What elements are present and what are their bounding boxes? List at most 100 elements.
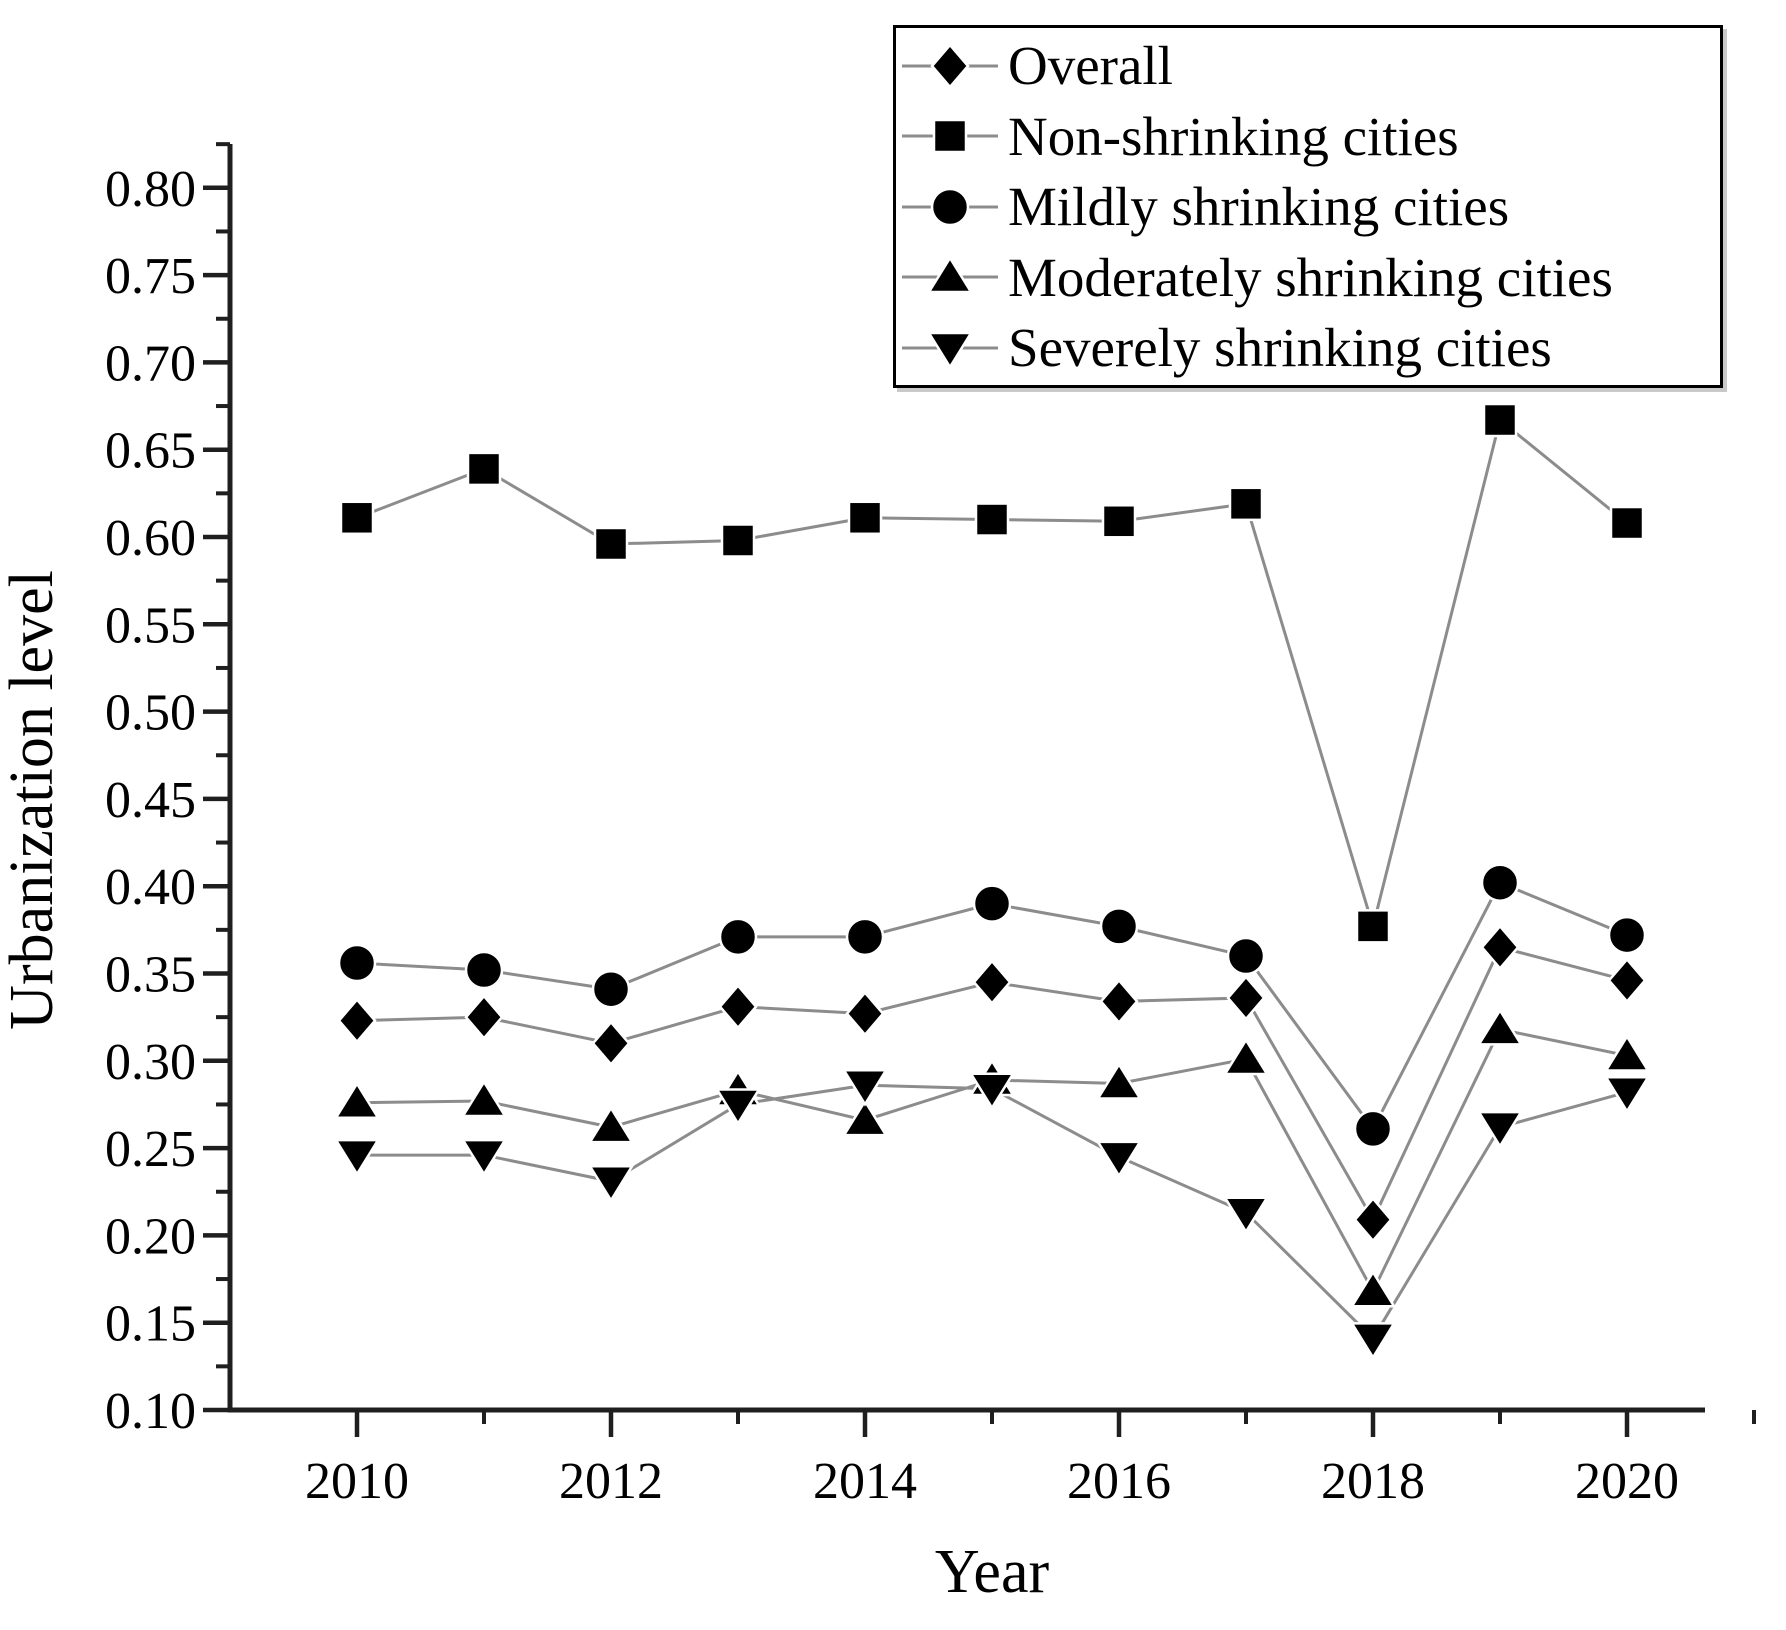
y-tick-label: 0.35 (105, 947, 196, 1004)
data-point-triangle-up (1349, 1269, 1397, 1308)
data-point-circle (1353, 1109, 1393, 1149)
data-point-circle (845, 917, 885, 957)
x-tick-label: 2016 (1067, 1453, 1171, 1510)
data-point-triangle-down (1476, 1110, 1524, 1149)
data-point-square (339, 500, 375, 536)
data-point-triangle-down (1222, 1196, 1270, 1235)
data-point-triangle-down (968, 1072, 1016, 1111)
data-point-diamond (337, 997, 377, 1044)
legend: Overall Non-shrinking cities Mildly shrink… (893, 25, 1723, 388)
data-point-triangle-down (333, 1138, 381, 1177)
legend-triangle-up-marker (926, 255, 974, 294)
data-point-circle (718, 917, 758, 957)
y-axis-title: Urbanization level (0, 570, 66, 1030)
x-axis-title: Year (935, 1538, 1050, 1606)
data-point-square (1609, 505, 1645, 541)
data-point-triangle-down (841, 1068, 889, 1107)
y-tick-label: 0.30 (105, 1034, 196, 1091)
data-point-circle (464, 950, 504, 990)
legend-circle-icon (902, 187, 998, 226)
data-point-square (1482, 402, 1518, 438)
data-point-square (1228, 486, 1264, 522)
data-point-diamond (845, 990, 885, 1037)
data-point-circle (1226, 936, 1266, 976)
data-point-triangle-down (1603, 1075, 1651, 1114)
data-point-square (593, 526, 629, 562)
legend-item: Overall (896, 33, 1720, 99)
y-tick-label: 0.60 (105, 510, 196, 567)
legend-label: Non-shrinking cities (1008, 105, 1459, 167)
data-point-diamond (718, 983, 758, 1030)
data-point-square (1355, 909, 1391, 944)
data-point-triangle-up (1222, 1037, 1270, 1076)
data-point-triangle-up (1476, 1007, 1524, 1046)
data-point-circle (591, 969, 631, 1009)
y-tick-label: 0.75 (105, 248, 196, 305)
y-tick-label: 0.65 (105, 423, 196, 480)
data-point-square (466, 451, 502, 487)
data-point-circle (337, 943, 377, 983)
data-point-triangle-up (841, 1098, 889, 1137)
y-tick-label: 0.15 (105, 1296, 196, 1353)
x-tick-label: 2014 (813, 1453, 917, 1510)
data-point-circle (1099, 907, 1139, 946)
legend-label: Overall (1008, 35, 1173, 96)
legend-triangle-down-marker (926, 331, 974, 369)
data-point-triangle-up (587, 1105, 635, 1144)
legend-diamond-marker (930, 42, 970, 89)
legend-item: Severely shrinking cities (896, 315, 1720, 381)
data-point-square (1101, 504, 1137, 539)
legend-label: Mildly shrinking cities (1008, 176, 1510, 237)
y-tick-label: 0.20 (105, 1208, 196, 1265)
data-point-triangle-down (587, 1165, 635, 1203)
legend-label: Moderately shrinking cities (1008, 246, 1613, 308)
data-point-diamond (1099, 978, 1139, 1025)
y-tick-label: 0.80 (105, 161, 196, 218)
legend-circle-marker (930, 187, 970, 226)
y-tick-label: 0.25 (105, 1121, 196, 1178)
legend-triangle-up-icon (902, 255, 998, 294)
x-tick-label: 2018 (1321, 1453, 1425, 1510)
data-point-diamond (972, 959, 1012, 1006)
legend-diamond-icon (902, 42, 998, 89)
y-tick-label: 0.70 (105, 335, 196, 392)
data-point-circle (972, 884, 1012, 923)
y-tick-label: 0.45 (105, 772, 196, 829)
data-point-square (847, 500, 883, 536)
y-tick-label: 0.50 (105, 685, 196, 742)
legend-label: Severely shrinking cities (1008, 317, 1552, 378)
x-tick-label: 2020 (1575, 1453, 1679, 1510)
series-line (357, 1083, 1628, 1341)
data-point-square (720, 523, 756, 558)
legend-item: Moderately shrinking cities (896, 244, 1720, 310)
y-tick-label: 0.55 (105, 597, 196, 654)
legend-square-marker (932, 118, 968, 154)
legend-item: Mildly shrinking cities (896, 174, 1720, 240)
data-point-diamond (464, 994, 504, 1041)
legend-triangle-down-icon (902, 331, 998, 369)
data-point-diamond (1226, 975, 1266, 1021)
data-point-triangle-up (333, 1081, 381, 1119)
y-tick-label: 0.40 (105, 859, 196, 916)
x-tick-label: 2010 (305, 1453, 409, 1510)
data-point-triangle-up (1603, 1034, 1651, 1072)
data-point-triangle-down (460, 1138, 508, 1177)
legend-square-icon (902, 118, 998, 154)
data-point-triangle-down (1095, 1140, 1143, 1179)
data-point-diamond (1607, 957, 1647, 1004)
data-point-square (974, 502, 1010, 537)
data-point-triangle-down (714, 1088, 762, 1126)
legend-item: Non-shrinking cities (896, 103, 1720, 169)
data-point-diamond (591, 1020, 631, 1067)
data-point-circle (1607, 915, 1647, 955)
data-point-circle (1480, 863, 1520, 902)
series-line (356, 417, 1628, 933)
data-point-diamond (1480, 924, 1520, 971)
data-point-diamond (1353, 1196, 1393, 1243)
data-point-triangle-up (1095, 1062, 1143, 1100)
data-point-triangle-up (460, 1079, 508, 1118)
x-tick-label: 2012 (559, 1453, 663, 1510)
data-point-triangle-down (1349, 1322, 1397, 1360)
